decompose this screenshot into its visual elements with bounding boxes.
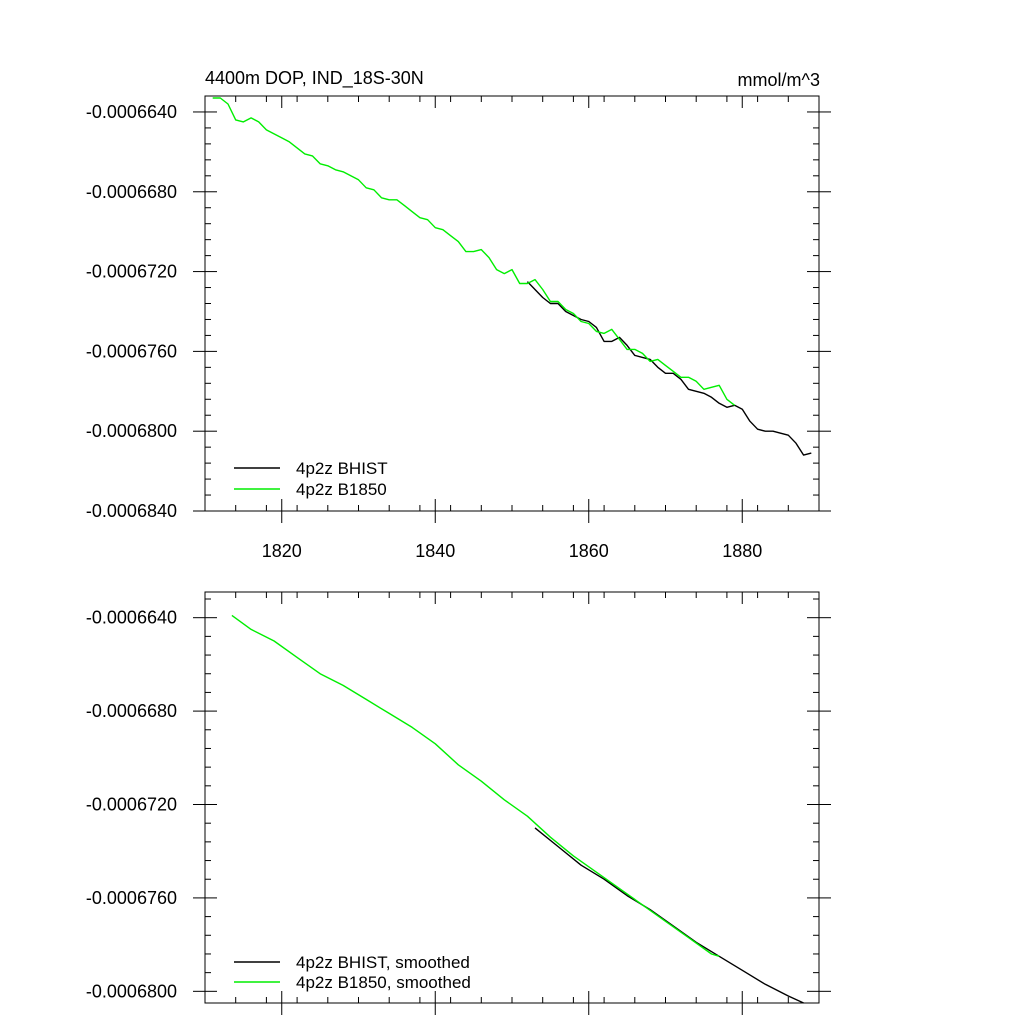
chart-title: 4400m DOP, IND_18S-30N: [205, 68, 424, 89]
y-tick-label: -0.0006720: [86, 795, 177, 815]
legend-label: 4p2z B1850: [296, 480, 387, 499]
top-panel: 1820 1840 1860 1880 -0.0006640 -0.0006680 -0.0…: [86, 95, 831, 561]
y-tick-label: -0.0006680: [86, 701, 177, 721]
x-tick-label: 1860: [569, 541, 609, 561]
y-tick-label: -0.0006800: [86, 981, 177, 1001]
y-tick-label: -0.0006640: [86, 608, 177, 628]
y-tick-label: -0.0006680: [86, 182, 177, 202]
bottom-panel: -0.0006640 -0.0006680 -0.0006720 -0.0006760…: [86, 591, 831, 1015]
y-tick-label: -0.0006720: [86, 262, 177, 282]
y-tick-label: -0.0006760: [86, 888, 177, 908]
y-tick-label: -0.0006840: [86, 501, 177, 521]
y-tick-label: -0.0006760: [86, 341, 177, 361]
y-tick-label: -0.0006800: [86, 421, 177, 441]
x-tick-label: 1820: [262, 541, 302, 561]
y-tick-label: -0.0006640: [86, 102, 177, 122]
legend-label: 4p2z BHIST, smoothed: [296, 953, 470, 972]
legend-label: 4p2z BHIST: [296, 459, 388, 478]
units-label: mmol/m^3: [738, 70, 820, 90]
x-tick-label: 1880: [722, 541, 762, 561]
x-tick-label: 1840: [415, 541, 455, 561]
series-line-bhist: [526, 281, 812, 456]
legend-label: 4p2z B1850, smoothed: [296, 973, 471, 992]
series-line-b1850: [212, 97, 736, 406]
series-line-b1850: [231, 614, 720, 957]
